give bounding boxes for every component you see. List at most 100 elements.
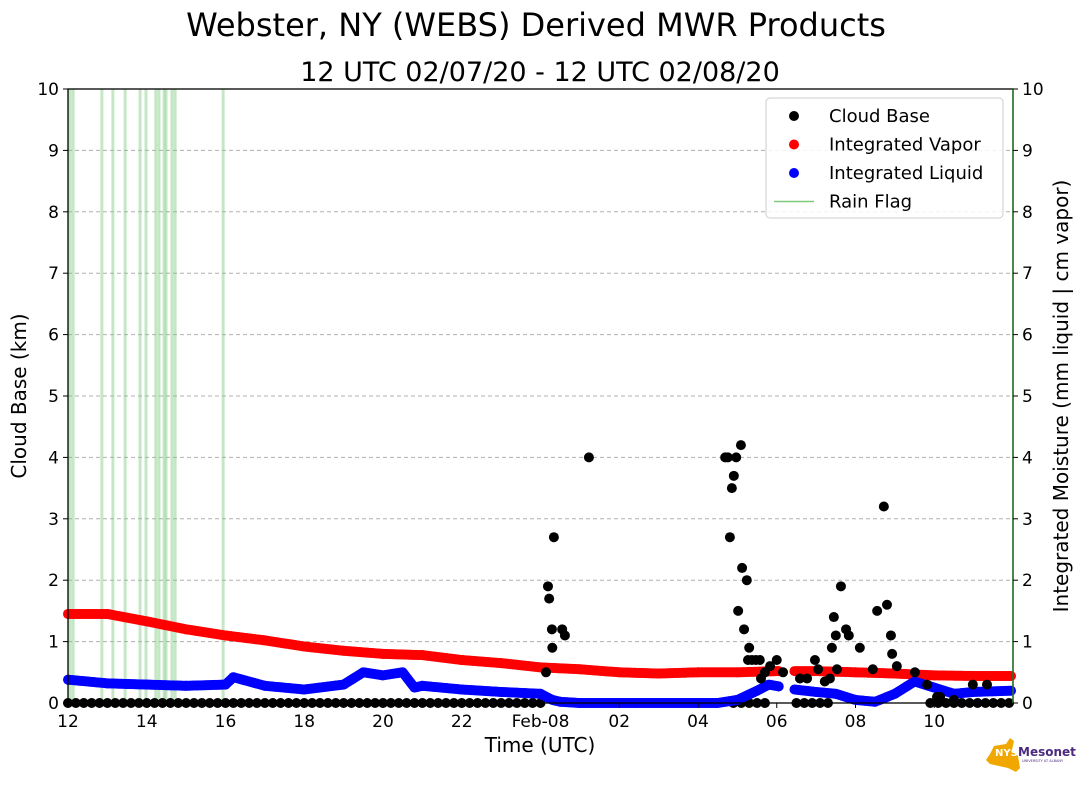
legend-marker: [789, 168, 799, 178]
cloud-base-point: [824, 673, 835, 684]
y-tick-label: 8: [48, 203, 59, 223]
legend-label: Rain Flag: [829, 192, 912, 213]
cloud-base-point: [826, 642, 837, 653]
cloud-base-point: [546, 624, 557, 635]
integrated-liquid-point: [1006, 685, 1017, 696]
y-tick-label: 0: [48, 694, 59, 714]
cloud-base-point: [722, 452, 733, 463]
cloud-base-point: [547, 642, 558, 653]
cloud-base-point: [739, 624, 750, 635]
y-tick-label-right: 2: [1022, 571, 1033, 591]
y-tick-label-right: 5: [1022, 387, 1033, 407]
legend-marker: [789, 139, 799, 150]
cloud-base-point: [724, 532, 735, 543]
cloud-base-point: [967, 679, 978, 690]
logo-subtext: UNIVERSITY AT ALBANY: [1022, 759, 1064, 763]
cloud-base-point: [935, 691, 946, 702]
cloud-base-point: [887, 648, 898, 659]
cloud-base-point: [744, 642, 755, 653]
y-tick-label-right: 6: [1022, 326, 1033, 346]
legend-marker: [789, 111, 799, 121]
cloud-base-point: [559, 630, 570, 641]
cloud-base-point: [583, 452, 594, 463]
y-tick-label: 6: [48, 326, 59, 346]
y-tick-label: 1: [48, 633, 59, 653]
cloud-base-point: [794, 673, 805, 684]
cloud-base-point: [741, 575, 752, 586]
cloud-base-point: [882, 599, 892, 610]
cloud-base-point: [754, 655, 765, 666]
y-tick-label: 10: [37, 80, 59, 100]
data-marks: [63, 440, 1017, 708]
y-tick-label-right: 7: [1022, 264, 1033, 284]
cloud-base-point: [726, 483, 737, 494]
x-tick-label: 12: [57, 712, 79, 732]
cloud-base-point: [922, 679, 933, 690]
rain-flags: [68, 89, 225, 703]
x-axis-label: Time (UTC): [484, 733, 596, 757]
legend-label: Integrated Vapor: [829, 135, 981, 156]
logo-mesonet: Mesonet: [1018, 745, 1076, 759]
y-axis-label-right: Integrated Moisture (mm liquid | cm vapo…: [1049, 180, 1073, 613]
x-tick-label: 04: [687, 712, 709, 732]
x-tick-label: 10: [923, 712, 945, 732]
cloud-base-point: [872, 605, 883, 616]
cloud-base-point: [843, 630, 854, 641]
legend: Cloud Base Integrated Vapor Integrated Liq…: [765, 97, 1004, 219]
y-tick-label-right: 0: [1022, 694, 1033, 714]
cloud-base-point: [813, 664, 824, 675]
cloud-base-point: [544, 593, 555, 604]
cloud-base-point: [542, 581, 553, 592]
y-tick-label-right: 8: [1022, 203, 1033, 223]
cloud-base-point: [885, 630, 896, 641]
y-tick-label-right: 9: [1022, 141, 1033, 161]
x-tick-label: 22: [451, 712, 473, 732]
cloud-base-point: [541, 667, 552, 678]
cloud-base-point: [771, 655, 782, 666]
x-tick-label: 14: [136, 712, 158, 732]
cloud-base-point: [831, 664, 842, 675]
y-tick-label: 9: [48, 141, 59, 161]
y-tick-label-right: 10: [1022, 80, 1044, 100]
y-tick-label: 3: [48, 510, 59, 530]
cloud-base-point: [867, 664, 878, 675]
cloud-base-point: [809, 655, 820, 666]
y-tick-label-right: 4: [1022, 448, 1033, 468]
logo-nys: NYS: [995, 748, 1018, 759]
cloud-base-point: [733, 605, 744, 616]
cloud-base-point: [891, 661, 902, 672]
cloud-base-point: [878, 501, 889, 512]
legend-box: [765, 97, 1004, 219]
nys-mesonet-logo: NYS Mesonet UNIVERSITY AT ALBANY: [986, 738, 1076, 772]
grid: [68, 149, 1013, 643]
y-tick-label-right: 1: [1022, 633, 1033, 653]
legend-label: Integrated Liquid: [829, 163, 983, 184]
y-tick-label-right: 3: [1022, 510, 1033, 530]
x-tick-label: 02: [608, 712, 630, 732]
legend-label: Cloud Base: [829, 106, 930, 127]
integrated-vapor-point: [1006, 670, 1017, 681]
x-tick-label: Feb-08: [512, 712, 570, 732]
cloud-base-point: [854, 642, 865, 653]
y-tick-label: 7: [48, 264, 59, 284]
cloud-base-point: [548, 532, 559, 543]
cloud-base-point: [830, 630, 841, 641]
ny-state-shape: [986, 738, 1020, 772]
cloud-base-point: [778, 667, 789, 678]
cloud-base-point: [982, 679, 993, 690]
cloud-base-point: [728, 470, 739, 481]
cloud-base-point: [731, 452, 742, 463]
cloud-base-point: [835, 581, 846, 592]
x-tick-label: 06: [766, 712, 788, 732]
cloud-base-point: [759, 667, 770, 678]
chart-subtitle: 12 UTC 02/07/20 - 12 UTC 02/08/20: [300, 57, 780, 88]
integrated-liquid-point: [773, 681, 784, 692]
x-tick-label: 18: [293, 712, 315, 732]
y-axis-label: Cloud Base (km): [7, 313, 31, 478]
cloud-base-point: [909, 667, 920, 678]
y-tick-label: 4: [48, 448, 59, 468]
cloud-base-point: [735, 440, 746, 451]
chart-title: Webster, NY (WEBS) Derived MWR Products: [186, 6, 886, 44]
